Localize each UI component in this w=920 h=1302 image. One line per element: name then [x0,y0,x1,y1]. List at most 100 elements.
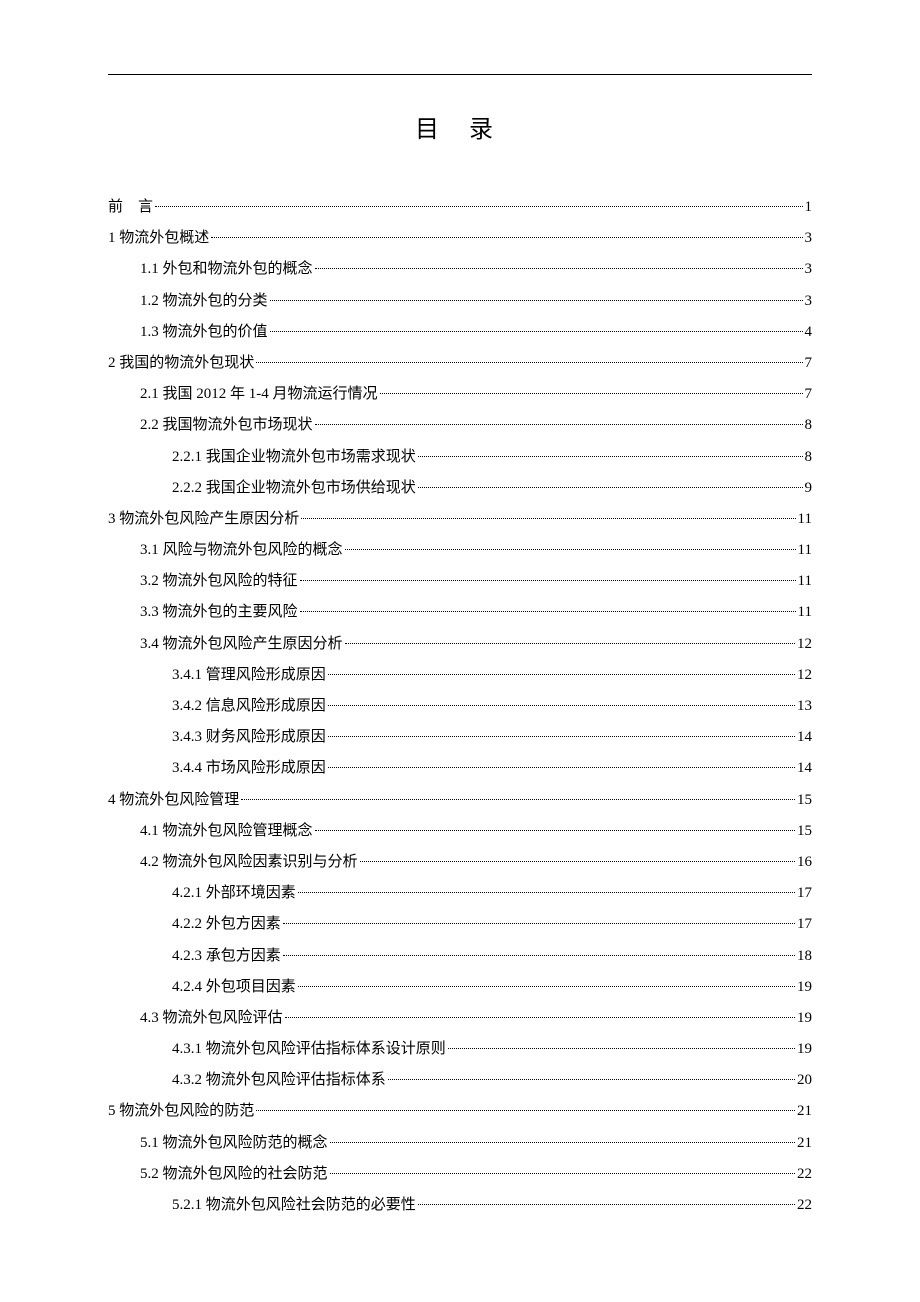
toc-entry-label: 3.4.3 财务风险形成原因 [172,722,326,753]
toc-entry-label: 5.2 物流外包风险的社会防范 [140,1159,328,1190]
toc-entry: 4.3 物流外包风险评估 19 [108,1003,812,1034]
toc-entry-page: 22 [797,1190,812,1221]
toc-entry: 4.1 物流外包风险管理概念15 [108,816,812,847]
toc-entry: 4.3.2 物流外包风险评估指标体系 20 [108,1065,812,1096]
toc-entry-page: 19 [797,972,812,1003]
toc-entry: 4.2.1 外部环境因素 17 [108,878,812,909]
toc-entry: 4 物流外包风险管理15 [108,785,812,816]
toc-entry-label: 2 我国的物流外包现状 [108,348,254,379]
toc-entry-label: 3.4.2 信息风险形成原因 [172,691,326,722]
toc-entry: 5 物流外包风险的防范21 [108,1096,812,1127]
toc-entry-page: 17 [797,878,812,909]
toc-leader-dots [300,611,796,612]
toc-entry-label: 4.2.1 外部环境因素 [172,878,296,909]
toc-entry-page: 11 [798,597,812,628]
toc-entry: 前 言 1 [108,192,812,223]
page-content: 目 录 前 言11 物流外包概述31.1 外包和物流外包的概念31.2 物流外包… [108,74,812,1221]
toc-entry-page: 13 [797,691,812,722]
toc-entry-page: 14 [797,753,812,784]
toc-leader-dots [298,892,795,893]
toc-leader-dots [301,518,795,519]
toc-entry-page: 20 [797,1065,812,1096]
toc-entry-page: 18 [797,941,812,972]
toc-entry-label: 1.3 物流外包的价值 [140,317,268,348]
toc-leader-dots [270,300,803,301]
toc-entry: 3.2 物流外包风险的特征11 [108,566,812,597]
header-rule [108,74,812,75]
toc-leader-dots [298,986,795,987]
toc-entry-label: 前 言 [108,192,153,223]
toc-entry: 1.3 物流外包的价值4 [108,317,812,348]
toc-leader-dots [345,549,796,550]
toc-entry-label: 1.2 物流外包的分类 [140,286,268,317]
toc-entry-label: 4.3 物流外包风险评估 [140,1003,283,1034]
toc-entry: 4.2.2 外包方因素 17 [108,909,812,940]
toc-entry-page: 14 [797,722,812,753]
toc-entry-label: 2.2.1 我国企业物流外包市场需求现状 [172,442,416,473]
toc-entry: 1 物流外包概述 3 [108,223,812,254]
toc-entry-page: 22 [797,1159,812,1190]
toc-leader-dots [418,487,803,488]
toc-entry-label: 5.2.1 物流外包风险社会防范的必要性 [172,1190,416,1221]
toc-entry-page: 17 [797,909,812,940]
toc-leader-dots [241,799,795,800]
toc-entry-page: 9 [805,473,813,504]
toc-entry: 3 物流外包风险产生原因分析11 [108,504,812,535]
toc-leader-dots [328,674,795,675]
toc-leader-dots [211,237,802,238]
toc-entry: 2.1 我国 2012 年 1-4 月物流运行情况7 [108,379,812,410]
toc-entry-page: 7 [805,348,813,379]
toc-leader-dots [283,955,795,956]
toc-entry-label: 3.4.4 市场风险形成原因 [172,753,326,784]
toc-entry-page: 7 [805,379,813,410]
toc-leader-dots [328,705,795,706]
toc-entry-label: 5.1 物流外包风险防范的概念 [140,1128,328,1159]
toc-entry-page: 16 [797,847,812,878]
toc-entry-label: 4.2.2 外包方因素 [172,909,281,940]
toc-entry-page: 3 [805,286,813,317]
toc-entry-page: 15 [797,816,812,847]
toc-leader-dots [328,736,795,737]
toc-leader-dots [448,1048,795,1049]
toc-leader-dots [328,767,795,768]
toc-entry: 4.2.3 承包方因素 18 [108,941,812,972]
toc-leader-dots [256,1110,795,1111]
toc-leader-dots [155,206,802,207]
toc-entry-page: 21 [797,1128,812,1159]
toc-entry: 3.4.3 财务风险形成原因 14 [108,722,812,753]
toc-leader-dots [270,331,803,332]
toc-entry-page: 3 [805,254,813,285]
toc-entry: 4.2 物流外包风险因素识别与分析 16 [108,847,812,878]
toc-entry-label: 1 物流外包概述 [108,223,209,254]
toc-entry: 4.3.1 物流外包风险评估指标体系设计原则19 [108,1034,812,1065]
toc-entry: 5.2 物流外包风险的社会防范 22 [108,1159,812,1190]
toc-entry-label: 2.2 我国物流外包市场现状 [140,410,313,441]
toc-leader-dots [418,1204,795,1205]
toc-entry-label: 1.1 外包和物流外包的概念 [140,254,313,285]
toc-leader-dots [315,424,803,425]
toc-entry-page: 8 [805,442,813,473]
toc-leader-dots [256,362,802,363]
toc-entry-label: 4.2.3 承包方因素 [172,941,281,972]
toc-leader-dots [330,1142,795,1143]
toc-entry-page: 12 [797,660,812,691]
toc-entry-page: 11 [798,566,812,597]
toc-entry-label: 3 物流外包风险产生原因分析 [108,504,299,535]
toc-entry-page: 11 [798,535,812,566]
toc-leader-dots [285,1017,795,1018]
toc-entry-label: 3.1 风险与物流外包风险的概念 [140,535,343,566]
toc-leader-dots [388,1079,795,1080]
toc-entry-page: 1 [805,192,813,223]
toc-entry-label: 4.2 物流外包风险因素识别与分析 [140,847,358,878]
toc-entry-page: 19 [797,1003,812,1034]
toc-leader-dots [315,268,803,269]
toc-entry: 4.2.4 外包项目因素19 [108,972,812,1003]
toc-entry: 5.1 物流外包风险防范的概念 21 [108,1128,812,1159]
toc-entry-label: 2.2.2 我国企业物流外包市场供给现状 [172,473,416,504]
toc-entry-page: 3 [805,223,813,254]
toc-entry: 3.4.2 信息风险形成原因 13 [108,691,812,722]
toc-entry-label: 4.3.2 物流外包风险评估指标体系 [172,1065,386,1096]
toc-entry-page: 8 [805,410,813,441]
toc-entry: 3.3 物流外包的主要风险 11 [108,597,812,628]
toc-entry-label: 3.3 物流外包的主要风险 [140,597,298,628]
